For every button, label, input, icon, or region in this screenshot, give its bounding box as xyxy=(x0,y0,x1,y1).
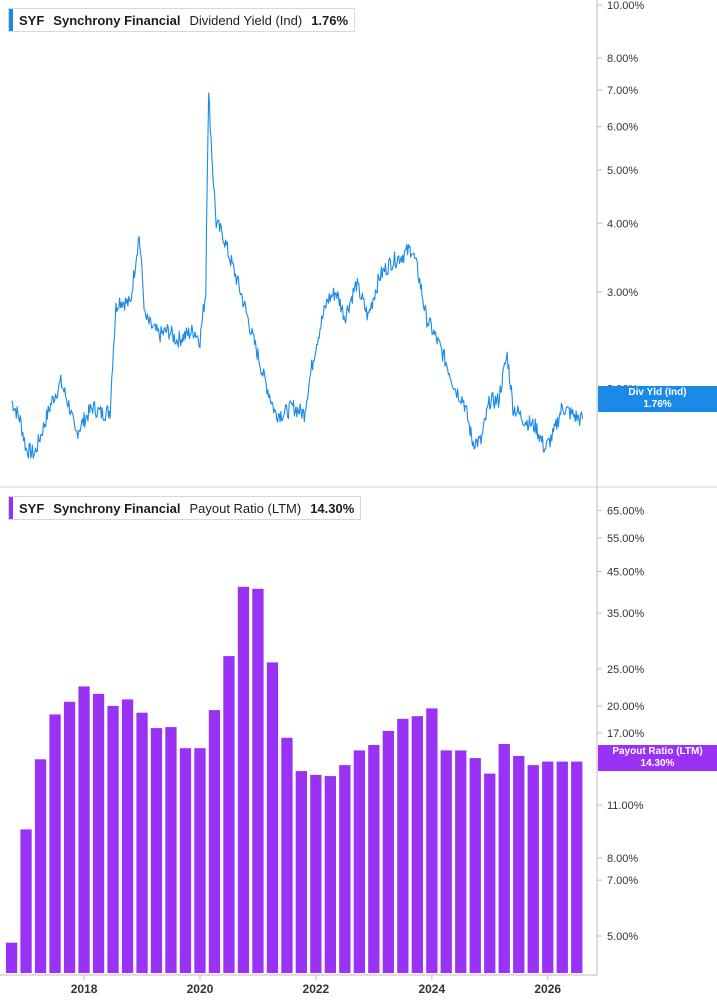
badge-value: 1.76% xyxy=(643,399,672,410)
bottom-tick-label: 17.00% xyxy=(607,728,645,740)
legend-value: 1.76% xyxy=(311,12,349,28)
legend-company: Synchrony Financial xyxy=(53,12,181,28)
payout-ratio-bar xyxy=(179,748,192,973)
payout-ratio-bar xyxy=(571,761,583,973)
payout-ratio-plot xyxy=(5,586,583,973)
bottom-tick-label: 11.00% xyxy=(607,800,644,812)
payout-ratio-bar xyxy=(469,758,481,973)
badge-value: 14.30% xyxy=(640,758,675,769)
payout-ratio-bar xyxy=(295,771,307,973)
top-tick-label: 8.00% xyxy=(607,53,638,65)
payout-ratio-bar xyxy=(223,656,235,973)
badge-label: Div Yld (Ind) xyxy=(628,387,687,398)
bottom-tick-label: 35.00% xyxy=(607,608,645,620)
payout-ratio-bar xyxy=(208,710,221,973)
payout-ratio-bar xyxy=(78,686,90,973)
bottom-tick-label: 45.00% xyxy=(607,566,645,578)
legend-value: 14.30% xyxy=(310,500,355,516)
payout-ratio-bar xyxy=(527,765,539,973)
legend-company: Synchrony Financial xyxy=(53,500,181,516)
top-tick-label: 7.00% xyxy=(607,85,638,97)
series-swatch-purple xyxy=(9,497,13,519)
top-y-axis: 10.00%8.00%7.00%6.00%5.00%4.00%3.00%2.00… xyxy=(597,0,645,395)
payout-ratio-bar xyxy=(382,730,394,973)
payout-ratio-bar xyxy=(368,745,380,973)
payout-ratio-bar xyxy=(5,942,18,973)
x-axis: 2018 2020 2022 2024 2026 xyxy=(71,975,561,996)
payout-ratio-bar xyxy=(426,708,438,973)
bottom-legend: SYF Synchrony Financial Payout Ratio (LT… xyxy=(8,496,362,520)
payout-ratio-bar xyxy=(237,586,250,973)
payout-ratio-bar xyxy=(455,750,467,973)
payout-ratio-bar xyxy=(397,718,409,973)
bottom-tick-label: 5.00% xyxy=(607,931,638,943)
x-tick-label: 2018 xyxy=(71,982,98,996)
bottom-tick-label: 55.00% xyxy=(607,533,645,545)
payout-ratio-bar xyxy=(440,750,452,973)
payout-ratio-bar xyxy=(556,761,568,973)
x-tick-label: 2022 xyxy=(303,982,330,996)
payout-ratio-bar xyxy=(150,728,163,973)
top-tick-label: 6.00% xyxy=(607,122,638,134)
legend-ticker: SYF xyxy=(19,12,45,28)
payout-ratio-bar xyxy=(353,750,365,973)
payout-ratio-bar xyxy=(339,765,351,973)
legend-ticker: SYF xyxy=(19,500,45,516)
payout-ratio-bar xyxy=(266,662,279,973)
payout-ratio-bar xyxy=(34,759,47,973)
series-swatch-blue xyxy=(9,9,13,31)
payout-ratio-bar xyxy=(513,755,525,973)
payout-ratio-bar xyxy=(63,701,76,973)
payout-ratio-bar xyxy=(498,744,510,973)
payout-ratio-bar xyxy=(165,727,177,973)
top-tick-label: 3.00% xyxy=(607,287,638,299)
top-tick-label: 10.00% xyxy=(607,0,645,12)
payout-ratio-bar xyxy=(324,776,336,973)
payout-ratio-value-badge: Payout Ratio (LTM) 14.30% xyxy=(598,745,717,771)
bottom-tick-label: 20.00% xyxy=(607,701,645,713)
bottom-tick-label: 7.00% xyxy=(607,875,638,887)
legend-metric: Payout Ratio (LTM) xyxy=(189,500,302,516)
payout-ratio-bar xyxy=(310,774,322,973)
payout-ratio-bar xyxy=(252,588,264,973)
payout-ratio-bar xyxy=(121,699,134,973)
top-tick-label: 5.00% xyxy=(607,165,638,177)
div-yield-value-badge: Div Yld (Ind) 1.76% xyxy=(598,386,717,412)
payout-ratio-bar xyxy=(20,829,32,973)
payout-ratio-bar xyxy=(484,773,496,973)
payout-ratio-bar xyxy=(49,714,61,973)
x-tick-label: 2026 xyxy=(534,982,561,996)
bottom-tick-label: 65.00% xyxy=(607,505,645,517)
bottom-tick-label: 25.00% xyxy=(607,664,645,676)
payout-ratio-bar xyxy=(281,737,293,973)
dividend-yield-line xyxy=(11,92,584,459)
bottom-tick-label: 8.00% xyxy=(607,853,638,865)
dividend-yield-plot xyxy=(11,92,584,459)
x-tick-label: 2024 xyxy=(418,982,445,996)
chart-frame xyxy=(0,0,717,976)
payout-ratio-bar xyxy=(136,712,148,973)
payout-ratio-bar xyxy=(194,748,206,973)
badge-label: Payout Ratio (LTM) xyxy=(612,746,703,757)
payout-ratio-bar xyxy=(542,761,554,973)
bottom-y-axis: 65.00% 55.00% 45.00% 35.00% 25.00% 20.00% 17.0… xyxy=(597,505,645,943)
payout-ratio-bar xyxy=(107,705,119,973)
x-tick-label: 2020 xyxy=(187,982,214,996)
payout-ratio-bar xyxy=(92,693,105,973)
top-legend: SYF Synchrony Financial Dividend Yield (… xyxy=(8,8,356,32)
payout-ratio-bar xyxy=(411,716,423,973)
top-tick-label: 4.00% xyxy=(607,218,638,230)
legend-metric: Dividend Yield (Ind) xyxy=(189,12,303,28)
